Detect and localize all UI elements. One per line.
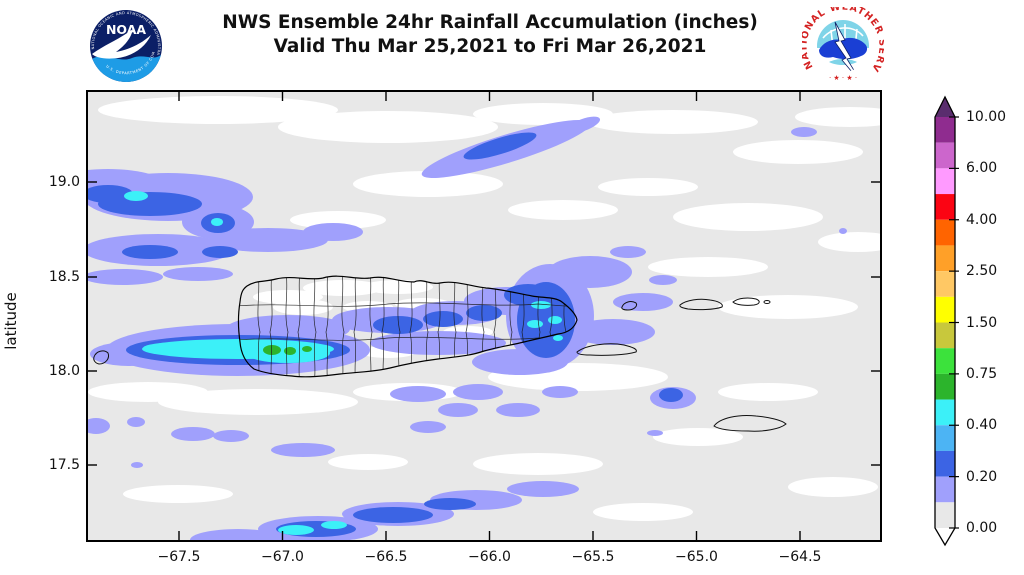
- tortola-outline: [732, 297, 760, 306]
- noaa-acronym: NOAA: [106, 22, 146, 37]
- rainfall-map-canvas: [48, 92, 905, 551]
- title-line-1: NWS Ensemble 24hr Rainfall Accumulation …: [222, 12, 758, 33]
- x-tick-label: −65.5: [571, 549, 615, 565]
- vieques-outline: [576, 343, 637, 356]
- offshore-island-outlines: [93, 297, 787, 432]
- colorbar-label: 0.75: [966, 365, 998, 382]
- culebra-outline: [621, 301, 637, 311]
- puerto-rico-coastline: [237, 275, 578, 378]
- y-axis-title: latitude: [2, 292, 20, 350]
- y-tick-label: 17.5: [48, 457, 80, 473]
- st-croix-outline: [713, 415, 787, 432]
- colorbar-tick-marks: [949, 116, 959, 529]
- page-title: NWS Ensemble 24hr Rainfall Accumulation …: [180, 11, 800, 59]
- colorbar-label: 2.50: [966, 263, 998, 280]
- nws-logo-icon: NATIONAL WEATHER SERVICE · ★ · ★ ·: [802, 7, 884, 85]
- y-tick-label: 19.0: [48, 174, 80, 190]
- map-tick-marks: [88, 92, 880, 540]
- colorbar-label: 4.00: [966, 211, 998, 228]
- colorbar-label: 0.20: [966, 468, 998, 485]
- colorbar-label: 0.00: [966, 520, 998, 536]
- virgin-gorda-outline: [763, 300, 771, 304]
- colorbar-segments: [935, 117, 955, 528]
- mona-island-outline: [93, 350, 109, 365]
- y-tick-label: 18.5: [48, 269, 80, 285]
- colorbar-label: 1.50: [966, 314, 998, 331]
- noaa-logo-icon: NOAA NATIONAL OCEANIC AND ATMOSPHERIC AD…: [90, 10, 162, 82]
- x-tick-label: −65.0: [675, 549, 718, 565]
- colorbar-label: 10.00: [966, 109, 1007, 125]
- colorbar-label: 6.00: [966, 160, 998, 177]
- colorbar-under-arrow: [935, 528, 955, 545]
- intense-rain-blobs: [263, 345, 312, 355]
- x-tick-label: −66.0: [468, 549, 511, 565]
- title-line-2: Valid Thu Mar 25,2021 to Fri Mar 26,2021: [273, 36, 707, 57]
- nws-bottom-marks: · ★ · ★ ·: [829, 74, 857, 82]
- colorbar-label: 0.40: [966, 417, 998, 434]
- colorbar-over-arrow: [935, 97, 955, 117]
- x-tick-label: −64.5: [778, 549, 822, 565]
- rainfall-map: [48, 90, 905, 551]
- y-tick-label: 18.0: [48, 363, 80, 379]
- st-thomas-outline: [679, 298, 723, 311]
- x-tick-label: −67.0: [261, 549, 304, 565]
- colorbar: [934, 95, 959, 547]
- x-tick-label: −66.5: [364, 549, 408, 565]
- x-tick-label: −67.5: [157, 549, 201, 565]
